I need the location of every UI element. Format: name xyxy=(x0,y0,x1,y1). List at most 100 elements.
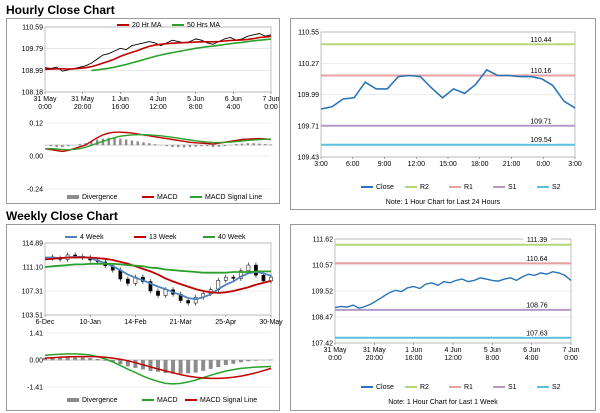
divergence-bar xyxy=(130,140,134,146)
level-label-bg xyxy=(527,135,555,144)
y-tick-label: 0.00 xyxy=(29,358,43,365)
x-tick-label: 31 May 20:00 xyxy=(363,347,386,362)
legend-label: MACD xyxy=(157,397,178,404)
candle-body xyxy=(156,290,160,296)
x-tick-label: 5 Jun 8:00 xyxy=(484,347,501,362)
legend-label: 50 Hrs MA xyxy=(187,22,220,29)
divergence-bar xyxy=(142,142,145,146)
y-tick-label: 107.42 xyxy=(312,341,334,348)
divergence-bar xyxy=(65,356,70,361)
x-tick-label: 3:00 xyxy=(314,161,328,168)
series-line-2 xyxy=(91,38,272,72)
x-tick-label: 9:00 xyxy=(378,161,392,168)
y-tick-label: 108.47 xyxy=(312,315,334,322)
divergence-bar xyxy=(186,360,191,374)
hourly-note: Note: 1 Hour Chart for Last 24 Hours xyxy=(385,199,501,206)
divergence-bar xyxy=(238,360,243,363)
divergence-bar xyxy=(235,144,238,146)
x-tick-label: 12:00 xyxy=(407,161,425,168)
level-label-r2: 111.39 xyxy=(527,237,547,244)
divergence-bar xyxy=(148,143,151,146)
divergence-bar xyxy=(80,357,85,361)
weekly-left-panel: 114.89 111.10 107.31 103.51 4 Week 13 Week 40 … xyxy=(6,224,283,411)
candle-body xyxy=(254,264,258,276)
macd-line xyxy=(44,353,272,385)
divergence-bar xyxy=(118,360,123,365)
y-tick-label: 114.89 xyxy=(22,241,43,248)
candle-body xyxy=(163,289,168,296)
legend-swatch xyxy=(67,195,79,199)
legend-label: R2 xyxy=(420,384,429,391)
y-tick-label: 109.79 xyxy=(22,46,44,53)
x-tick-label: 6-Dec xyxy=(36,319,55,326)
x-tick-label: 0:00 xyxy=(536,161,550,168)
y-tick-label: 109.43 xyxy=(298,155,320,162)
divergence-bar xyxy=(211,145,215,148)
level-label-bg xyxy=(527,116,555,125)
divergence-bar xyxy=(182,145,186,148)
y-tick-label: 0.12 xyxy=(29,121,43,128)
divergence-bar xyxy=(125,360,130,367)
divergence-bar xyxy=(177,145,180,148)
y-tick-label: 111.62 xyxy=(313,237,333,244)
candle-body xyxy=(148,281,153,292)
y-tick-label: -1.41 xyxy=(27,385,43,392)
divergence-bar xyxy=(231,360,236,364)
divergence-bar xyxy=(95,139,99,146)
signal-line xyxy=(45,134,271,151)
x-tick-label: 6:00 xyxy=(346,161,360,168)
hourly-section-title: Hourly Close Chart xyxy=(6,3,115,17)
x-tick-label: 21-Mar xyxy=(170,319,193,326)
legend-label: S2 xyxy=(552,184,561,191)
x-tick-label: 15:00 xyxy=(439,161,457,168)
legend-swatch xyxy=(67,398,79,402)
x-tick-label: 6 Jun 4:00 xyxy=(523,347,540,362)
y-tick-label: 0.00 xyxy=(29,154,43,161)
signal-line xyxy=(44,355,272,380)
level-label-r1: 110.64 xyxy=(527,256,548,263)
series-line-0 xyxy=(44,33,272,72)
plot-frame xyxy=(44,26,272,93)
divergence-bar xyxy=(113,137,116,146)
divergence-bar xyxy=(95,359,100,361)
level-label-s2: 107.63 xyxy=(526,330,548,337)
divergence-bar xyxy=(171,145,174,148)
x-tick-label: 31 May 20:00 xyxy=(71,96,94,111)
divergence-bar xyxy=(66,145,70,147)
level-label-s2: 109.54 xyxy=(530,137,552,144)
level-label-bg xyxy=(527,66,555,75)
y-tick-label: 110.27 xyxy=(298,61,319,68)
legend-label: R1 xyxy=(464,384,473,391)
level-label-bg xyxy=(523,328,551,337)
candle-body xyxy=(269,276,273,282)
divergence-bar xyxy=(136,141,139,146)
y-tick-label: 109.52 xyxy=(312,289,334,296)
weekly-note: Note: 1 Hour Chart for Last 1 Week xyxy=(388,399,498,406)
divergence-bar xyxy=(171,360,176,374)
hourly-left-panel: 110.59 109.79 108.99 108.18 20 Hr MA 50 Hrs M… xyxy=(6,18,280,204)
divergence-bar xyxy=(165,145,168,147)
x-tick-label: 4 Jun 12:00 xyxy=(444,347,462,362)
divergence-bar xyxy=(223,360,228,366)
x-tick-label: 14-Feb xyxy=(124,319,146,326)
x-tick-label: 25-Apr xyxy=(215,319,237,326)
level-label-s1: 108.76 xyxy=(526,302,548,309)
candle-body xyxy=(239,270,243,279)
level-label-bg xyxy=(523,235,551,244)
level-label-r1: 110.16 xyxy=(531,68,552,75)
divergence-bar xyxy=(264,144,267,146)
divergence-bar xyxy=(119,138,122,146)
level-label-bg xyxy=(523,254,551,263)
legend-label: S1 xyxy=(508,184,517,191)
y-tick-label: 111.10 xyxy=(23,265,43,272)
divergence-bar xyxy=(208,360,213,369)
x-tick-label: 1 Jun 16:00 xyxy=(112,96,130,111)
legend-label: 20 Hr MA xyxy=(132,22,162,29)
y-tick-label: 109.99 xyxy=(298,92,320,99)
hourly-price-chart: 110.59 109.79 108.99 108.18 20 Hr MA 50 Hrs M… xyxy=(22,22,280,201)
divergence-bar xyxy=(133,360,138,368)
y-tick-label: 110.59 xyxy=(22,25,43,32)
y-tick-label: 103.51 xyxy=(22,313,44,320)
divergence-bar xyxy=(217,145,221,147)
x-tick-label: 10-Jan xyxy=(79,319,101,326)
